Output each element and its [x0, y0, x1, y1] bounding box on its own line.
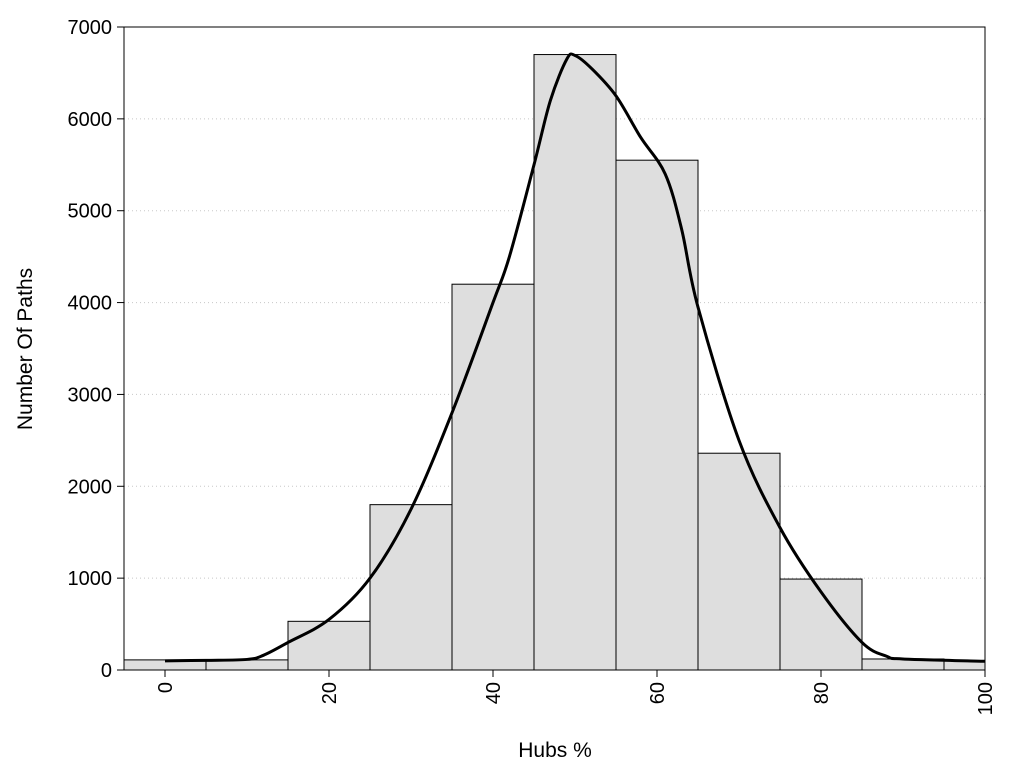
y-tick-label: 6000 [68, 109, 113, 131]
plot-frame [123, 26, 986, 671]
histogram-bar [615, 159, 699, 671]
x-tick-label: 20 [319, 682, 341, 704]
density-curve-layer [164, 52, 986, 663]
histogram-bars [123, 54, 986, 671]
x-tick-label: 60 [647, 682, 669, 704]
y-tick-label: 7000 [68, 17, 113, 39]
x-axis-ticks: 0 20 40 60 80 100 [155, 670, 997, 715]
histogram-bar [533, 54, 617, 671]
y-tick-label: 1000 [68, 568, 113, 590]
x-tick-label: 40 [483, 682, 505, 704]
x-tick-label: 100 [975, 682, 997, 715]
y-tick-label: 2000 [68, 476, 113, 498]
x-tick-label: 80 [811, 682, 833, 704]
y-tick-label: 5000 [68, 201, 113, 223]
histogram-bar [451, 283, 535, 671]
histogram-bar [697, 452, 781, 671]
y-tick-label: 3000 [68, 384, 113, 406]
y-tick-label: 4000 [68, 293, 113, 315]
y-axis-ticks: 0 1000 2000 3000 4000 5000 6000 7000 [68, 17, 124, 682]
y-axis-title: Number Of Paths [14, 268, 37, 430]
histogram-bar [369, 504, 453, 671]
x-tick-label: 0 [155, 682, 177, 693]
x-axis-title: Hubs % [518, 739, 592, 762]
density-curve [164, 52, 986, 663]
histogram-bar [287, 620, 371, 671]
y-tick-label: 0 [101, 660, 112, 682]
